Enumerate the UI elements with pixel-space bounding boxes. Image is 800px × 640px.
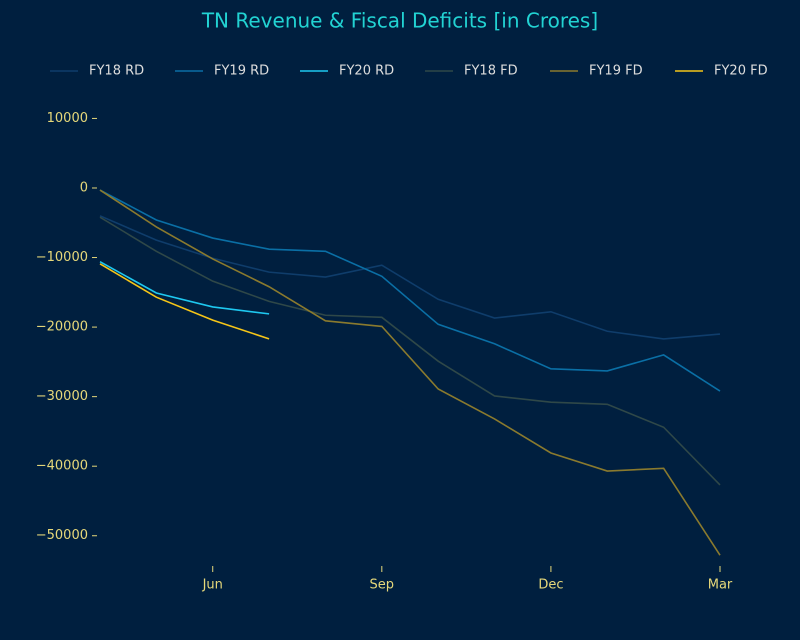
line-series <box>99 263 270 340</box>
y-tick-label: −30000 <box>36 389 88 404</box>
y-tick-label: 0 <box>80 180 88 195</box>
legend-label: FY19 RD <box>214 64 269 79</box>
line-series <box>99 216 721 486</box>
y-tick-label: −20000 <box>36 320 88 335</box>
legend-label: FY18 RD <box>89 64 144 79</box>
legend-label: FY18 FD <box>464 64 518 79</box>
y-tick-label: −50000 <box>36 528 88 543</box>
y-tick-label: −10000 <box>36 250 88 265</box>
line-series <box>99 215 721 340</box>
line-series <box>99 189 721 392</box>
y-tick-label: −40000 <box>36 459 88 474</box>
legend-label: FY19 FD <box>589 64 643 79</box>
x-tick-label: Sep <box>370 578 395 593</box>
x-tick-label: Dec <box>538 578 563 593</box>
x-tick-label: Jun <box>202 578 223 593</box>
line-series <box>99 261 270 315</box>
legend-label: FY20 RD <box>339 64 394 79</box>
y-tick-label: 10000 <box>47 111 88 126</box>
chart-title: TN Revenue & Fiscal Deficits [in Crores] <box>201 9 598 33</box>
line-series <box>99 189 721 556</box>
legend-label: FY20 FD <box>714 64 768 79</box>
x-tick-label: Mar <box>708 578 733 593</box>
